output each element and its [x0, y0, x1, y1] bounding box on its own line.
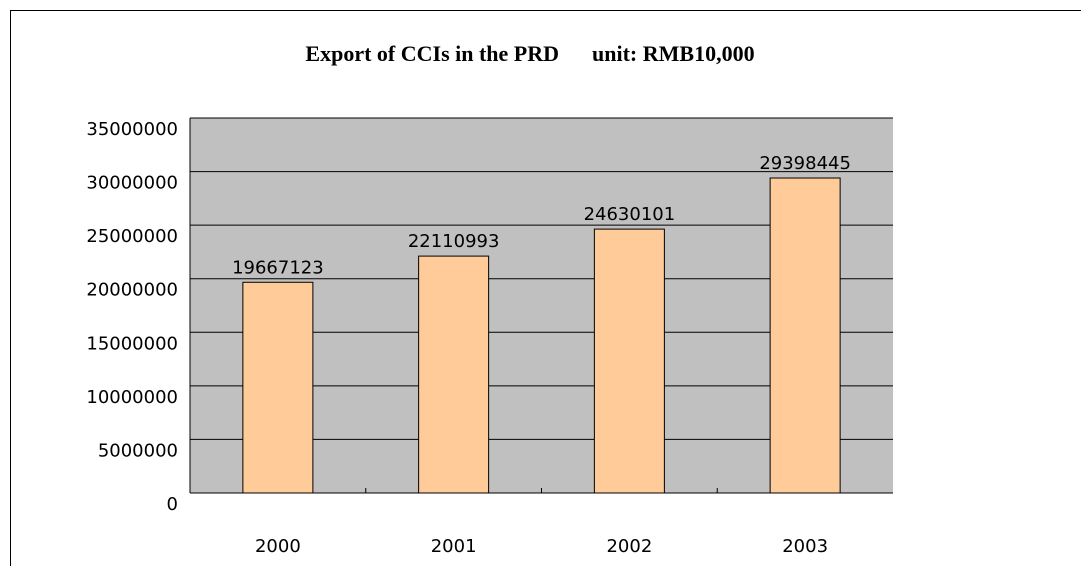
- x-tick-label: 2003: [782, 536, 828, 557]
- y-tick-label: 5000000: [98, 440, 178, 461]
- value-label: 24630101: [584, 204, 676, 225]
- x-tick-label: 2000: [255, 536, 301, 557]
- chart-border: [10, 10, 1081, 566]
- y-tick-label: 10000000: [86, 387, 178, 408]
- y-tick-label: 35000000: [86, 119, 178, 140]
- y-tick-label: 0: [167, 494, 178, 515]
- value-label: 22110993: [408, 231, 500, 252]
- x-tick-label: 2001: [431, 536, 477, 557]
- value-label: 29398445: [759, 153, 851, 174]
- x-tick-label: 2002: [606, 536, 652, 557]
- bar: [593, 228, 665, 494]
- bar: [769, 177, 841, 494]
- bar: [418, 255, 490, 494]
- y-tick-label: 15000000: [86, 333, 178, 354]
- chart-title: Export of CCIs in the PRD unit: RMB10,00…: [305, 41, 754, 66]
- value-label: 19667123: [232, 257, 324, 278]
- y-tick-label: 30000000: [86, 173, 178, 194]
- y-tick-label: 25000000: [86, 226, 178, 247]
- bar: [242, 281, 314, 494]
- y-tick-label: 20000000: [86, 280, 178, 301]
